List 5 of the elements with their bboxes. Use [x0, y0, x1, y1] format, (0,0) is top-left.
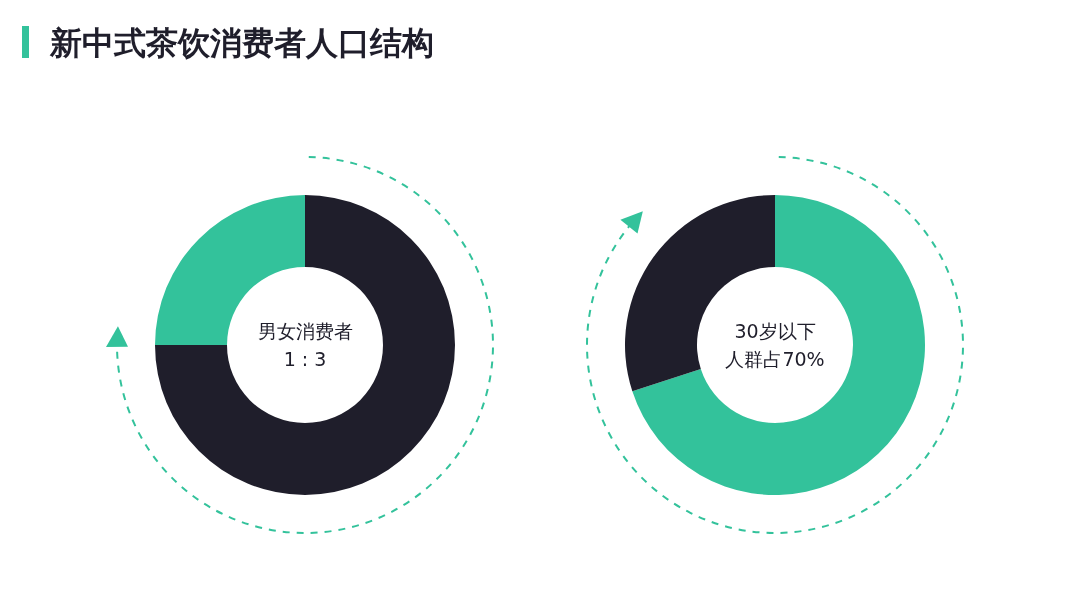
text: 男女消费者 [257, 320, 353, 342]
chart-title: 新中式茶饮消费者人口结构 [49, 24, 434, 62]
text: 30岁以下 [734, 320, 816, 342]
text: 1 : 3 [283, 348, 327, 370]
text: 人群占70% [725, 348, 825, 370]
